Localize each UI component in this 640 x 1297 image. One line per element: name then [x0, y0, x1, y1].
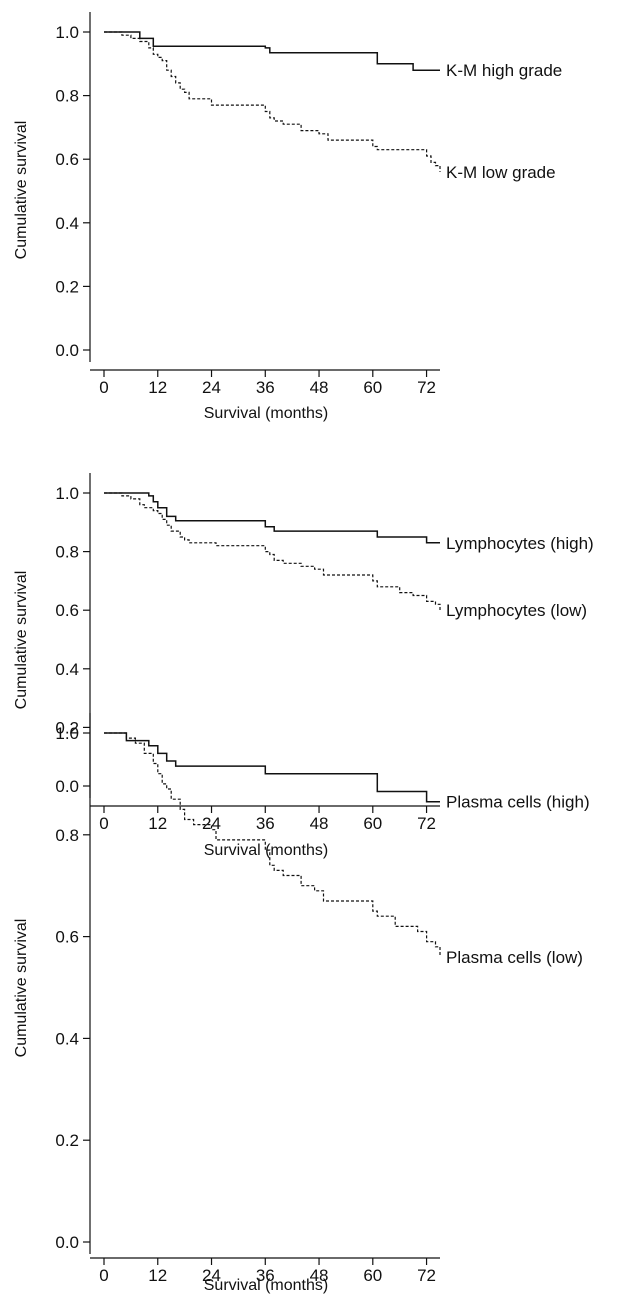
x-tick-label: 36	[256, 1266, 275, 1285]
x-tick-label: 0	[99, 378, 108, 397]
y-tick-label: 1.0	[55, 23, 79, 42]
y-tick-label: 0.0	[55, 1233, 79, 1252]
x-tick-label: 72	[417, 1266, 436, 1285]
x-tick-label: 12	[148, 814, 167, 833]
y-tick-label: 0.4	[55, 1029, 79, 1048]
chart-panel-3: 0.0 0.2 0.4 0.6 0.8 1.0 0 12 24 36 48 60 72 Survival …	[13, 713, 590, 1294]
x-tick-label: 0	[99, 814, 108, 833]
y-tick-label: 0.0	[55, 777, 79, 796]
y-tick-label: 0.6	[55, 928, 79, 947]
y-tick-label: 0.2	[55, 1131, 79, 1150]
x-tick-label: 48	[310, 1266, 329, 1285]
y-axis-title: Cumulative survival	[13, 571, 30, 710]
x-axis-title: Survival (months)	[204, 1277, 328, 1294]
series-line-low	[104, 31, 441, 172]
x-tick-label: 0	[99, 1266, 108, 1285]
y-tick-label: 1.0	[55, 484, 79, 503]
y-tick-label: 0.6	[55, 150, 79, 169]
series-line-low	[104, 492, 441, 611]
x-tick-label: 12	[148, 1266, 167, 1285]
series-label: Lymphocytes (high)	[446, 534, 594, 553]
y-tick-label: 0.4	[55, 660, 79, 679]
y-tick-label: 0.8	[55, 87, 79, 106]
x-tick-label: 36	[256, 378, 275, 397]
chart-panel-2: 0.0 0.2 0.4 0.6 0.8 1.0 0 12 24 36 48 60 72 Survival …	[13, 473, 594, 859]
y-axis-title: Cumulative survival	[13, 919, 30, 1058]
x-tick-label: 48	[310, 814, 329, 833]
x-axis-title: Survival (months)	[204, 842, 328, 859]
series-label: K-M high grade	[446, 61, 562, 80]
y-tick-label: 0.2	[55, 277, 79, 296]
chart-panel-1: 0.0 0.2 0.4 0.6 0.8 1.0 0 12 24 36 48 60 72 Survival …	[13, 12, 562, 422]
x-axis-title: Survival (months)	[204, 405, 328, 422]
series-line-high	[104, 492, 440, 544]
x-tick-label: 72	[417, 378, 436, 397]
x-tick-label: 24	[202, 1266, 221, 1285]
y-tick-label: 1.0	[55, 724, 79, 743]
x-tick-label: 60	[363, 1266, 382, 1285]
y-tick-label: 0.4	[55, 214, 79, 233]
series-label: K-M low grade	[446, 163, 556, 182]
y-axis-title: Cumulative survival	[13, 121, 30, 260]
y-tick-label: 0.8	[55, 543, 79, 562]
series-line-high	[104, 31, 440, 71]
series-label: Lymphocytes (low)	[446, 601, 587, 620]
y-tick-label: 0.2	[55, 718, 79, 737]
x-tick-label: 60	[363, 814, 382, 833]
y-tick-label: 0.8	[55, 826, 79, 845]
x-tick-label: 36	[256, 814, 275, 833]
y-tick-label: 0.6	[55, 601, 79, 620]
x-tick-label: 24	[202, 378, 221, 397]
y-tick-label: 0.0	[55, 341, 79, 360]
x-tick-label: 60	[363, 378, 382, 397]
x-tick-label: 24	[202, 814, 221, 833]
series-label: Plasma cells (low)	[446, 948, 583, 967]
x-tick-label: 48	[310, 378, 329, 397]
x-tick-label: 12	[148, 378, 167, 397]
x-tick-label: 72	[417, 814, 436, 833]
series-label: Plasma cells (high)	[446, 793, 590, 812]
series-line-high	[104, 732, 440, 803]
